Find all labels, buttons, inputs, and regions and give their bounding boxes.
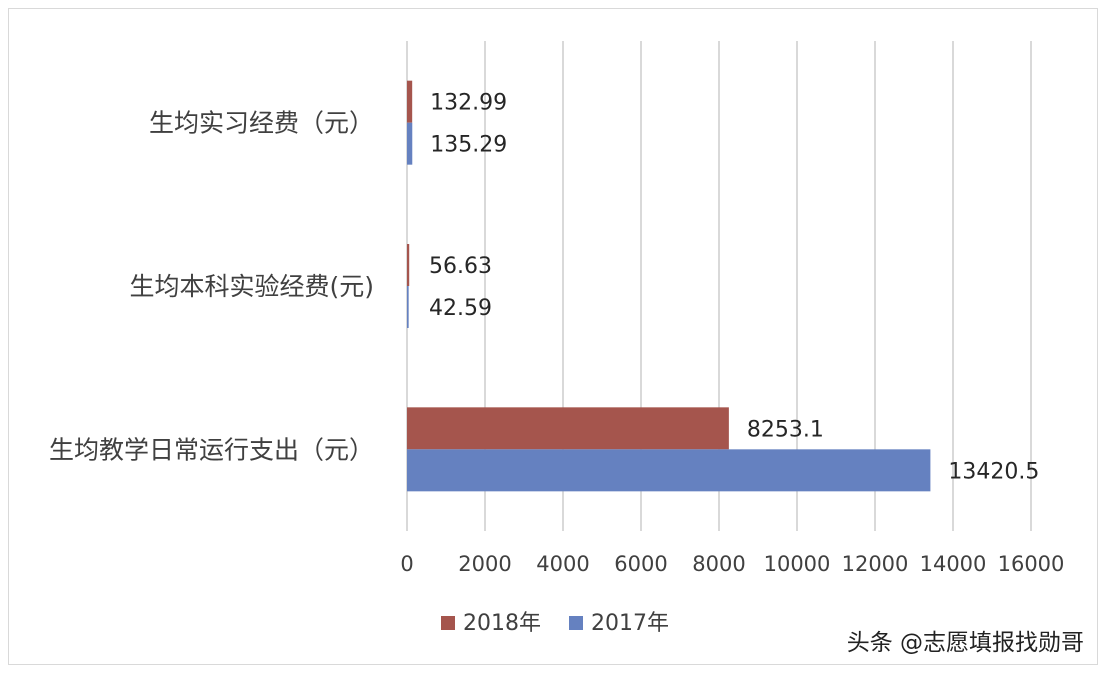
x-tick-label-0: 0 <box>400 552 413 576</box>
category-label-0: 生均实习经费（元） <box>149 109 374 138</box>
bar-2-0 <box>407 407 729 450</box>
legend-swatch-0 <box>441 616 455 630</box>
category-label-1: 生均本科实验经费(元) <box>129 272 374 301</box>
chart-frame: 0 2000 4000 6000 8000 10000 12000 14000 16000 生均实… <box>8 8 1098 665</box>
data-label-0-0: 132.99 <box>430 91 507 116</box>
data-label-1-0: 56.63 <box>429 254 492 279</box>
x-tick-label-1: 2000 <box>458 552 511 576</box>
bar-0-0 <box>407 80 413 123</box>
data-label-2-1: 13420.5 <box>948 459 1039 484</box>
bar-1-1 <box>407 286 409 328</box>
bar-0-1 <box>407 122 413 165</box>
bars <box>407 80 931 492</box>
bar-2-1 <box>407 449 931 492</box>
bar-chart: 0 2000 4000 6000 8000 10000 12000 14000 16000 生均实… <box>49 41 1064 636</box>
category-label-2: 生均教学日常运行支出（元） <box>49 435 374 464</box>
legend-label-1: 2017年 <box>591 611 669 636</box>
bar-1-0 <box>407 244 410 286</box>
legend-label-0: 2018年 <box>463 611 541 636</box>
x-tick-label-5: 10000 <box>764 552 831 576</box>
watermark: 头条 @志愿填报找勋哥 <box>846 630 1084 656</box>
data-label-1-1: 42.59 <box>429 296 492 321</box>
gridlines <box>406 41 1032 531</box>
x-tick-label-3: 6000 <box>614 552 667 576</box>
legend-swatch-1 <box>569 616 583 630</box>
x-tick-label-7: 14000 <box>920 552 987 576</box>
x-tick-label-8: 16000 <box>998 552 1065 576</box>
labels: 0 2000 4000 6000 8000 10000 12000 14000 16000 生均实… <box>49 91 1064 576</box>
legend: 2018年 2017年 <box>441 611 669 636</box>
data-label-0-1: 135.29 <box>430 133 507 158</box>
x-tick-label-4: 8000 <box>692 552 745 576</box>
data-label-2-0: 8253.1 <box>747 417 824 442</box>
x-tick-label-6: 12000 <box>842 552 909 576</box>
x-tick-label-2: 4000 <box>536 552 589 576</box>
